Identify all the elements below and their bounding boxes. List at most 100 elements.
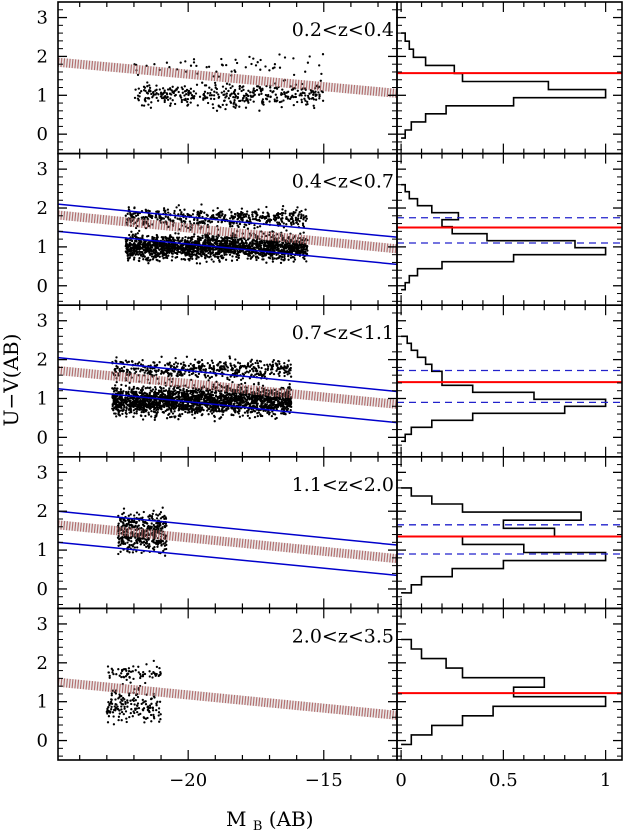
data-point [151, 91, 155, 94]
data-point [252, 87, 255, 90]
data-point [280, 105, 283, 109]
data-point [243, 223, 246, 226]
data-point [236, 402, 239, 405]
data-point [142, 89, 146, 92]
data-point [190, 97, 193, 100]
data-point [248, 243, 251, 246]
data-point [140, 216, 143, 219]
data-point [193, 416, 196, 420]
data-point [246, 210, 249, 213]
data-point [209, 216, 213, 219]
data-point [196, 411, 199, 415]
data-point [304, 70, 307, 73]
data-point [126, 252, 129, 256]
data-point [134, 235, 138, 238]
data-point [192, 248, 195, 252]
data-point [150, 101, 153, 104]
data-point [122, 398, 125, 402]
data-point [321, 90, 324, 94]
data-point [187, 364, 191, 368]
data-point [240, 210, 243, 214]
data-point [155, 84, 158, 87]
data-point [206, 101, 210, 105]
data-point [180, 98, 184, 102]
data-point [133, 96, 137, 100]
data-point [169, 104, 172, 107]
data-point [301, 91, 304, 94]
data-point [279, 249, 282, 253]
data-point [247, 89, 250, 92]
data-point [180, 100, 183, 104]
data-point [194, 92, 198, 95]
data-point [306, 100, 309, 104]
data-point [136, 97, 140, 100]
data-point [258, 240, 262, 243]
data-point [252, 89, 255, 92]
data-point [155, 233, 158, 237]
data-point [246, 257, 249, 260]
data-point [281, 241, 285, 245]
data-point [190, 235, 194, 239]
data-point [165, 239, 168, 242]
data-point [255, 85, 259, 88]
y-tick-label: 0 [37, 276, 48, 297]
data-point [213, 216, 216, 219]
data-point [158, 260, 161, 263]
data-point [145, 64, 148, 67]
data-point [138, 229, 141, 233]
data-point [280, 220, 284, 223]
data-point [302, 231, 305, 234]
data-point [292, 222, 295, 225]
data-point [187, 236, 190, 239]
data-point [261, 88, 264, 92]
data-point [183, 258, 187, 261]
data-point [142, 242, 145, 245]
data-point [253, 93, 256, 96]
data-point [295, 221, 298, 224]
data-point [229, 399, 233, 402]
data-point [288, 212, 292, 215]
data-point [254, 369, 258, 372]
data-point [205, 66, 208, 69]
data-point [182, 361, 185, 364]
data-point [246, 246, 250, 250]
data-point [149, 244, 152, 247]
data-point [190, 253, 193, 256]
data-point [180, 374, 183, 377]
data-point [228, 392, 231, 395]
data-point [135, 252, 138, 255]
data-point [137, 242, 140, 245]
data-point [144, 226, 148, 230]
data-point [220, 240, 223, 243]
data-point [253, 415, 257, 419]
data-point [186, 226, 190, 230]
data-point [221, 237, 224, 240]
data-point [276, 247, 280, 250]
data-point [293, 258, 297, 261]
data-point [248, 55, 251, 59]
y-tick-label: 1 [37, 85, 48, 106]
data-point [220, 57, 223, 61]
data-point [304, 94, 307, 97]
data-point [264, 93, 268, 97]
data-point [225, 253, 228, 256]
data-point [126, 257, 130, 260]
data-point [124, 390, 128, 394]
data-point [138, 256, 141, 260]
data-point [165, 249, 168, 253]
data-point [242, 88, 245, 92]
data-point [255, 359, 259, 362]
data-point [231, 380, 234, 384]
data-point [318, 97, 321, 100]
data-point [139, 389, 143, 392]
data-point [223, 391, 227, 394]
data-point [314, 98, 318, 101]
data-point [224, 107, 227, 111]
data-point [238, 105, 241, 108]
data-point [275, 257, 278, 260]
data-point [234, 106, 237, 109]
data-point [291, 245, 295, 248]
data-point [173, 209, 176, 213]
data-point [150, 255, 154, 258]
data-point [166, 98, 170, 101]
